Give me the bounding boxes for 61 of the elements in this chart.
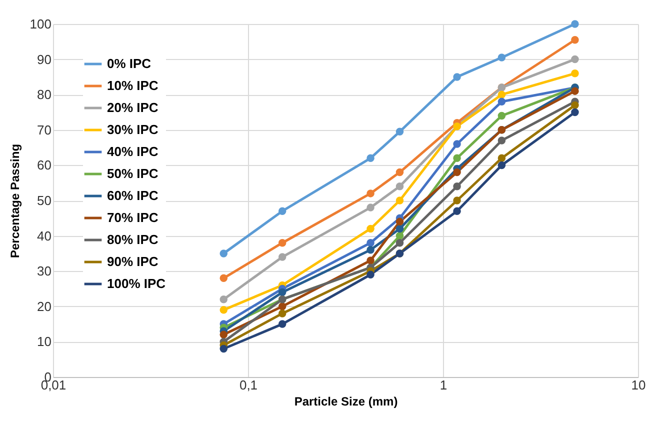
point xyxy=(571,108,579,116)
y-tick-label: 40 xyxy=(37,228,52,244)
point xyxy=(220,295,228,304)
y-tick-label: 60 xyxy=(37,158,52,173)
point xyxy=(453,73,461,81)
point xyxy=(396,128,404,136)
legend-label: 60% IPC xyxy=(107,188,159,203)
point xyxy=(571,70,579,78)
point xyxy=(571,20,579,28)
x-tick-label: 1 xyxy=(440,378,448,392)
legend-label: 10% IPC xyxy=(107,78,159,93)
legend-label: 100% IPC xyxy=(107,276,166,291)
point xyxy=(453,140,461,148)
point xyxy=(278,238,286,247)
point xyxy=(220,250,228,258)
legend-label: 40% IPC xyxy=(107,144,159,159)
point xyxy=(453,207,461,215)
point xyxy=(278,253,286,261)
legend-label: 50% IPC xyxy=(107,166,159,181)
y-tick-label: 20 xyxy=(37,298,52,314)
legend-label: 0% IPC xyxy=(107,56,152,71)
point xyxy=(396,168,404,176)
legend-label: 90% IPC xyxy=(107,254,159,269)
x-axis-title: Particle Size (mm) xyxy=(294,394,398,408)
point xyxy=(278,288,286,296)
point xyxy=(220,306,228,314)
point xyxy=(220,330,228,339)
point xyxy=(396,196,404,204)
point xyxy=(396,224,404,233)
point xyxy=(571,101,579,110)
point xyxy=(278,207,286,215)
point xyxy=(453,182,461,190)
point xyxy=(396,232,404,240)
point xyxy=(571,55,579,64)
legend-label: 20% IPC xyxy=(107,100,159,115)
point xyxy=(396,218,404,226)
y-tick-label: 100 xyxy=(30,16,52,32)
point xyxy=(571,36,579,44)
point xyxy=(396,238,404,247)
point xyxy=(396,182,404,190)
point xyxy=(453,154,461,162)
y-tick-label: 30 xyxy=(37,264,52,279)
point xyxy=(278,320,286,328)
x-tick-label: 0,1 xyxy=(239,378,258,392)
point xyxy=(453,196,461,204)
y-tick-label: 90 xyxy=(37,52,52,67)
legend-label: 30% IPC xyxy=(107,122,159,137)
legend-label: 80% IPC xyxy=(107,232,159,247)
point xyxy=(571,87,579,95)
y-tick-label: 10 xyxy=(37,334,52,350)
x-tick-label: 10 xyxy=(631,378,646,392)
point xyxy=(278,310,286,318)
point xyxy=(278,302,286,310)
point xyxy=(220,344,228,353)
y-tick-label: 50 xyxy=(37,193,52,208)
point xyxy=(453,168,461,176)
y-tick-label: 70 xyxy=(37,122,52,138)
y-axis-title: Percentage Passing xyxy=(8,144,22,258)
legend-label: 70% IPC xyxy=(107,210,159,225)
point xyxy=(220,274,228,282)
y-tick-label: 80 xyxy=(37,87,52,102)
